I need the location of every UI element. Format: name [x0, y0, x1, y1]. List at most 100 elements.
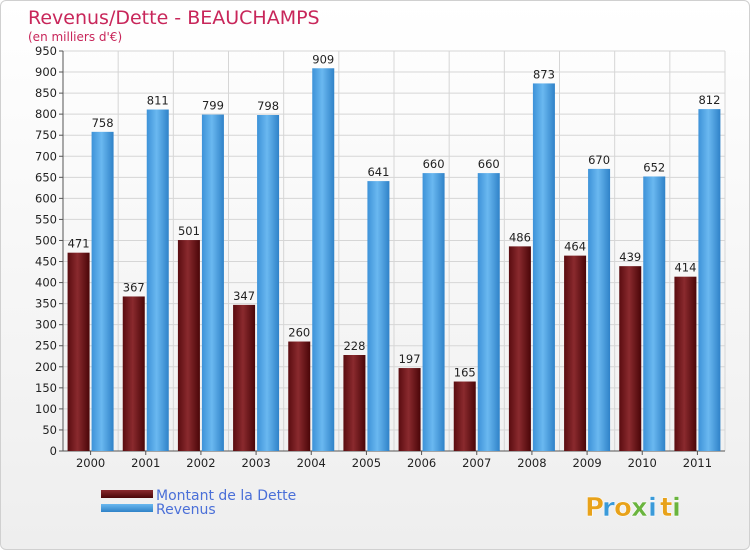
x-tick-label: 2008 [517, 456, 546, 470]
bar-dette [564, 255, 587, 451]
bar-revenus [91, 131, 114, 451]
legend-swatch-dette [101, 490, 153, 498]
data-label-revenus: 670 [588, 153, 610, 167]
bar-dette [343, 355, 366, 451]
x-tick-label: 2004 [297, 456, 326, 470]
data-labels-layer: 471 758 367 811 501 799 347 798 260 909 228 641 197 6… [68, 52, 721, 379]
logo-letter: i [672, 493, 681, 523]
data-label-revenus: 660 [478, 157, 500, 171]
bar-dette [233, 304, 256, 451]
data-label-revenus: 660 [423, 157, 445, 171]
x-tick-label: 2009 [572, 456, 601, 470]
chart-title: Revenus/Dette - BEAUCHAMPS [28, 7, 320, 29]
data-label-dette: 165 [454, 366, 476, 380]
bar-revenus [201, 114, 224, 451]
logo-letter: r [602, 493, 615, 523]
x-tick-label: 2000 [76, 456, 105, 470]
data-label-revenus: 811 [147, 94, 169, 108]
bar-dette [67, 252, 90, 451]
y-tick-label: 850 [35, 86, 57, 100]
bars-layer [67, 68, 721, 452]
logo-letter: P [585, 493, 604, 523]
data-label-dette: 414 [674, 261, 696, 275]
y-tick-label: 350 [35, 297, 57, 311]
bar-dette [288, 341, 311, 451]
y-tick-label: 550 [35, 212, 57, 226]
y-tick-label: 950 [35, 44, 57, 58]
y-tick-label: 0 [50, 444, 57, 458]
data-label-dette: 501 [178, 224, 200, 238]
data-label-revenus: 909 [312, 52, 334, 66]
legend-label-revenus: Revenus [156, 502, 216, 518]
data-label-dette: 347 [233, 289, 255, 303]
bar-revenus [367, 181, 390, 451]
data-label-revenus: 873 [533, 67, 555, 81]
x-tick-label: 2003 [241, 456, 270, 470]
x-tick-label: 2006 [407, 456, 436, 470]
data-label-dette: 439 [619, 250, 641, 264]
y-tick-label: 400 [35, 276, 57, 290]
grid-layer [62, 50, 726, 452]
x-tick-label: 2002 [186, 456, 215, 470]
bar-dette [177, 240, 200, 451]
bar-dette [398, 368, 421, 451]
y-tick-label: 100 [35, 402, 57, 416]
bar-dette [453, 381, 476, 451]
y-tick-label: 300 [35, 318, 57, 332]
data-label-dette: 486 [509, 230, 531, 244]
legend-label-dette: Montant de la Dette [156, 488, 296, 504]
data-label-dette: 197 [399, 352, 421, 366]
data-label-revenus: 799 [202, 99, 224, 113]
legend: Montant de la Dette Revenus [101, 488, 296, 518]
data-label-revenus: 812 [698, 93, 720, 107]
data-label-dette: 228 [343, 339, 365, 353]
data-label-dette: 464 [564, 240, 586, 254]
proxiti-logo: Pr o x i t i [585, 493, 681, 524]
y-tick-label: 800 [35, 107, 57, 121]
x-tick-label: 2001 [131, 456, 160, 470]
bar-revenus [257, 115, 280, 451]
y-tick-label: 450 [35, 255, 57, 269]
x-tick-label: 2011 [683, 456, 712, 470]
data-label-dette: 471 [68, 237, 90, 251]
axis-layer: 0 50 100 150 200 250 300 350 400 450 500 550 600 650 7… [35, 44, 725, 470]
x-tick-label: 2007 [462, 456, 491, 470]
y-tick-label: 750 [35, 128, 57, 142]
data-label-dette: 367 [123, 280, 145, 294]
bar-revenus [698, 109, 721, 452]
y-tick-label: 500 [35, 233, 57, 247]
bar-dette [619, 266, 642, 451]
chart-subtitle: (en milliers d'€) [28, 30, 122, 44]
bar-revenus [643, 176, 666, 451]
y-tick-label: 650 [35, 170, 57, 184]
y-tick-label: 600 [35, 191, 57, 205]
bar-revenus [588, 168, 611, 452]
logo-letter: x [631, 493, 648, 523]
data-label-dette: 260 [288, 326, 310, 340]
y-tick-label: 900 [35, 65, 57, 79]
y-tick-label: 250 [35, 339, 57, 353]
y-tick-label: 150 [35, 381, 57, 395]
y-tick-label: 700 [35, 149, 57, 163]
data-label-revenus: 758 [92, 116, 114, 130]
bar-dette [122, 296, 145, 451]
bar-revenus [477, 173, 500, 451]
y-tick-label: 200 [35, 360, 57, 374]
bar-revenus [312, 68, 335, 452]
logo-letter: t [660, 493, 672, 523]
bar-dette [508, 246, 531, 451]
x-tick-label: 2005 [352, 456, 381, 470]
data-label-revenus: 652 [643, 160, 665, 174]
bar-dette [674, 276, 697, 451]
bar-revenus [422, 173, 445, 451]
data-label-revenus: 798 [257, 99, 279, 113]
legend-swatch-revenus [101, 504, 153, 512]
logo-letter: i [648, 493, 657, 523]
x-tick-label: 2010 [628, 456, 657, 470]
data-label-revenus: 641 [367, 165, 389, 179]
bar-revenus [532, 83, 555, 451]
y-tick-label: 50 [42, 423, 57, 437]
bar-revenus [146, 109, 169, 452]
